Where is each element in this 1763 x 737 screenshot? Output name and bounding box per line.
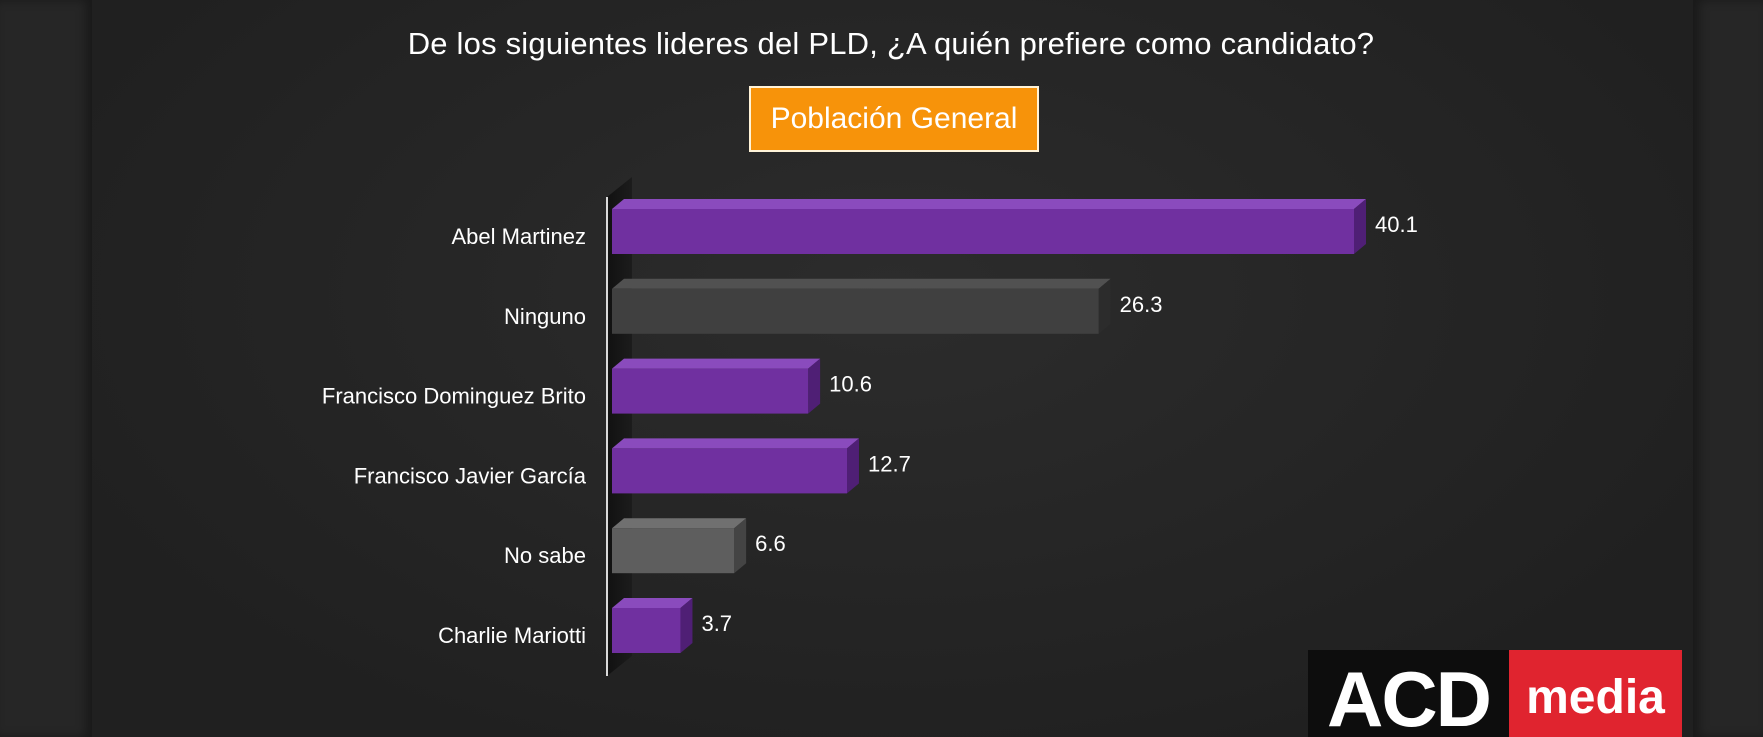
bar-top [612,598,693,608]
bar-side [846,438,859,494]
chart-title: De los siguientes lideres del PLD, ¿A qu… [407,26,1375,61]
bar-top [612,518,747,529]
value-label: 40.1 [1375,212,1418,237]
category-label: Ninguno [504,304,586,329]
left-margin [0,0,92,737]
bar [612,368,809,414]
bar-side [734,518,747,574]
value-label: 10.6 [829,372,872,397]
population-badge: Población General [749,86,1039,152]
value-label: 26.3 [1120,292,1163,317]
bar-top [612,199,1366,209]
bar-top [612,438,859,449]
right-margin [1693,0,1763,737]
bar-top [612,278,1111,289]
acd-media-logo: ACD media [1308,650,1682,737]
bar-side [680,598,693,653]
value-label: 3.7 [701,611,732,636]
bar-side [1354,199,1366,254]
category-label: Charlie Mariotti [438,623,586,648]
bar [612,288,1099,334]
bar [612,448,847,494]
bar [612,528,735,574]
bar-top [612,358,821,369]
logo-media-text: media [1509,650,1682,737]
category-label: Abel Martinez [451,224,586,249]
bar [612,209,1354,254]
value-label: 12.7 [868,451,911,476]
logo-acd-text: ACD [1308,650,1509,737]
bar [612,608,681,653]
category-label: Francisco Javier García [354,463,587,488]
value-label: 6.6 [755,531,786,556]
category-label: No sabe [504,543,586,568]
bar-side [1098,278,1111,334]
bar-side [808,358,821,414]
category-label: Francisco Dominguez Brito [322,384,586,409]
